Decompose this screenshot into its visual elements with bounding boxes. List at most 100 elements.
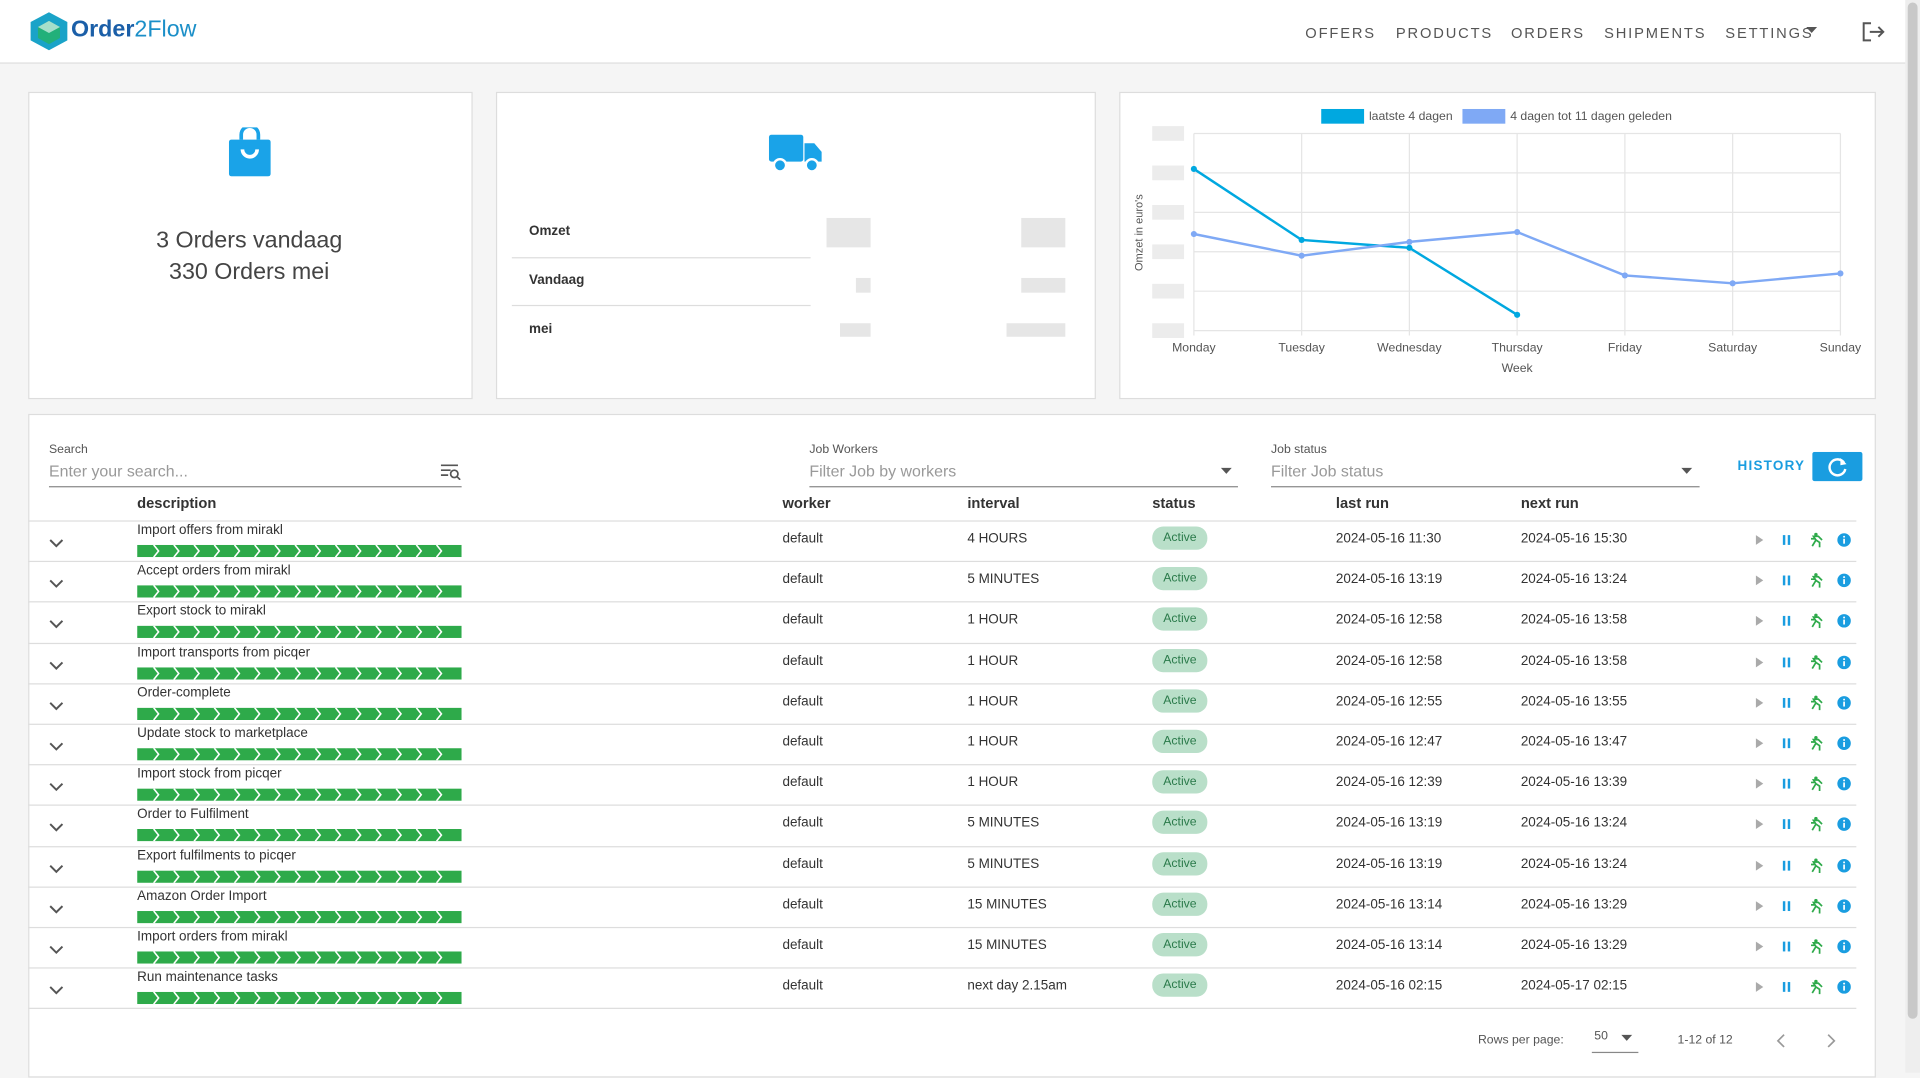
row-actions[interactable] <box>1753 694 1853 716</box>
page-arrows[interactable] <box>1776 1032 1837 1049</box>
blurred-value <box>826 217 871 248</box>
row-actions[interactable] <box>1753 857 1853 879</box>
progress-bar <box>137 948 462 970</box>
expand-icon[interactable] <box>49 980 64 1002</box>
cell: 5 MINUTES <box>967 572 1040 587</box>
refresh-button[interactable] <box>1812 451 1863 482</box>
expand-icon[interactable] <box>49 533 64 555</box>
revenue-row-label: Vandaag <box>528 273 585 288</box>
expand-icon[interactable] <box>49 614 64 636</box>
progress-bar <box>137 582 462 604</box>
cell: 2024-05-16 13:19 <box>1335 856 1443 872</box>
input-line <box>809 486 1238 488</box>
bag-icon <box>228 127 271 177</box>
blurred-tick <box>1152 323 1185 338</box>
progress-bar <box>137 704 462 726</box>
row-actions[interactable] <box>1753 897 1853 919</box>
expand-icon[interactable] <box>49 817 64 839</box>
job-description: Import stock from picqer <box>137 766 282 782</box>
point <box>1837 270 1844 277</box>
expand-icon[interactable] <box>49 695 64 717</box>
cell: default <box>782 978 823 994</box>
filter-icon <box>440 464 461 481</box>
expand-icon[interactable] <box>49 858 64 880</box>
column-header: status <box>1152 494 1196 512</box>
logo-icon <box>30 12 68 51</box>
orders-month: 330 Orders mei <box>168 259 330 286</box>
x-tick-label: Monday <box>1172 340 1216 354</box>
revenue-row-label: Omzet <box>528 224 571 239</box>
row-actions[interactable] <box>1753 613 1853 635</box>
expand-icon[interactable] <box>49 573 64 595</box>
row-actions[interactable] <box>1753 531 1853 553</box>
row-actions[interactable] <box>1753 775 1853 797</box>
expand-icon[interactable] <box>49 736 64 758</box>
x-tick-label: Friday <box>1608 340 1643 354</box>
cell: default <box>782 815 823 831</box>
status-select[interactable]: Filter Job status <box>1271 461 1384 481</box>
logo-rest: 2Flow <box>134 17 197 43</box>
row-actions[interactable] <box>1753 572 1853 594</box>
caret <box>1621 1034 1633 1041</box>
line-series <box>1193 167 1518 316</box>
search-input[interactable]: Enter your search... <box>48 461 188 481</box>
row-divider <box>28 723 1857 725</box>
expand-icon[interactable] <box>49 777 64 799</box>
nav-item[interactable]: OFFERS <box>1305 24 1376 42</box>
row-divider <box>28 926 1857 929</box>
point <box>1514 228 1521 236</box>
nav-item[interactable]: SHIPMENTS <box>1604 24 1707 42</box>
cell: 1 HOUR <box>967 612 1019 628</box>
blurred-value <box>1021 277 1066 293</box>
expand-icon[interactable] <box>49 655 64 677</box>
y-axis-label: Omzet in euro's <box>1133 194 1145 271</box>
progress-bar <box>137 623 462 645</box>
row-actions[interactable] <box>1753 979 1853 1001</box>
nav-item[interactable]: SETTINGS <box>1725 24 1814 42</box>
expand-icon[interactable] <box>49 939 64 961</box>
cell: 1 HOUR <box>967 734 1019 750</box>
cell: 2024-05-16 13:39 <box>1520 775 1628 791</box>
blurred-tick <box>1152 126 1185 141</box>
cell: 2024-05-16 13:24 <box>1520 815 1628 831</box>
row-divider <box>28 967 1857 969</box>
workers-select[interactable]: Filter Job by workers <box>809 461 957 481</box>
cell: default <box>782 897 823 912</box>
status-badge: Active <box>1152 607 1208 632</box>
page-range: 1-12 of 12 <box>1677 1033 1733 1047</box>
row-divider <box>28 764 1857 766</box>
logout-icon[interactable] <box>1861 21 1885 43</box>
cell: default <box>782 734 823 750</box>
progress-bar <box>137 541 462 563</box>
cell: 2024-05-16 13:55 <box>1520 694 1628 709</box>
cell: 2024-05-16 13:58 <box>1520 653 1628 669</box>
progress-bar <box>137 866 462 888</box>
cell: 5 MINUTES <box>967 856 1040 872</box>
cell: 2024-05-16 12:58 <box>1335 612 1443 628</box>
chart-card <box>1119 91 1876 400</box>
scroll-thumb[interactable] <box>1907 2 1918 1019</box>
row-actions[interactable] <box>1753 653 1853 675</box>
expand-icon[interactable] <box>49 899 64 921</box>
job-description: Run maintenance tasks <box>137 970 278 985</box>
point <box>1298 252 1305 259</box>
progress-bar <box>137 663 462 685</box>
row-actions[interactable] <box>1753 938 1853 960</box>
cell: default <box>782 612 823 628</box>
logo[interactable]: Order2Flow <box>71 17 196 44</box>
nav-item[interactable]: ORDERS <box>1511 24 1585 42</box>
status-badge: Active <box>1152 729 1208 754</box>
row-actions[interactable] <box>1753 735 1853 757</box>
rows-per-page[interactable]: 50 <box>1594 1029 1608 1044</box>
cell: default <box>782 694 823 709</box>
cell: 2024-05-16 02:15 <box>1335 978 1443 994</box>
job-description: Update stock to marketplace <box>137 726 308 741</box>
nav-item[interactable]: PRODUCTS <box>1395 24 1494 42</box>
cell: 2024-05-16 12:39 <box>1335 775 1443 791</box>
cell: 2024-05-16 13:24 <box>1520 572 1628 587</box>
history-button[interactable]: HISTORY <box>1737 459 1806 474</box>
x-tick-label: Thursday <box>1492 340 1544 354</box>
input-line <box>1271 486 1700 488</box>
cell: 1 HOUR <box>967 775 1019 791</box>
row-actions[interactable] <box>1753 816 1853 838</box>
